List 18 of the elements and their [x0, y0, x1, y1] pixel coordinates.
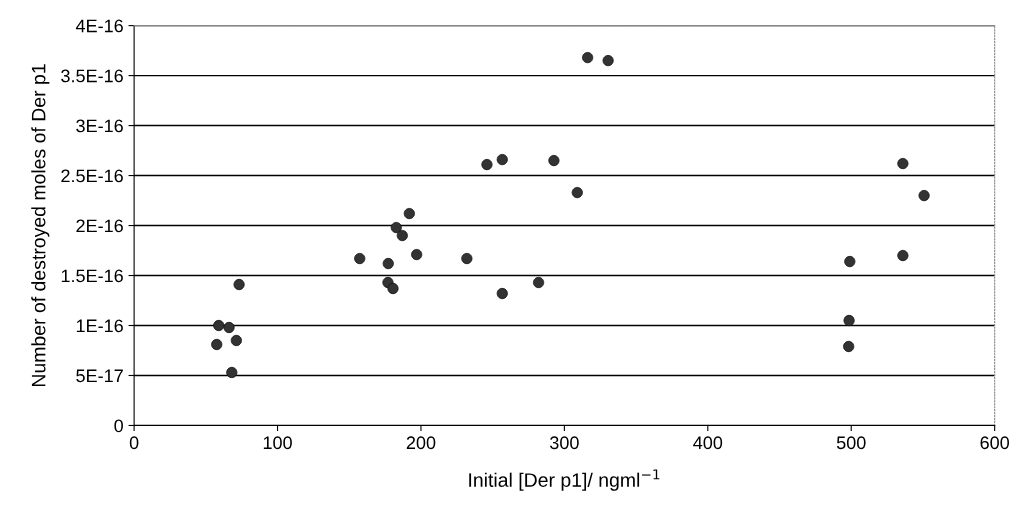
y-axis-title: Number of destroyed moles of Der p1 [31, 64, 50, 387]
y-tick-label: 3.5E-16 [61, 69, 123, 83]
y-tick-label: 3E-16 [76, 119, 123, 133]
x-tick-label: 300 [550, 436, 579, 450]
x-tick-label: 500 [836, 436, 866, 450]
x-tick-label: 600 [980, 436, 1010, 450]
y-tick-label: 5E-17 [76, 369, 123, 383]
y-tick-label: 2E-16 [76, 219, 123, 233]
x-tick-label: 0 [129, 436, 139, 450]
y-tick-label: 1.5E-16 [61, 269, 123, 283]
x-axis-title: Initial [Der p1]/ ngml$^{−1}$ [469, 469, 660, 491]
x-tick-label: 200 [406, 436, 436, 450]
y-tick-label: 2.5E-16 [61, 169, 123, 183]
y-tick-label: 4E-16 [75, 19, 123, 33]
x-tick-label: 100 [263, 436, 292, 450]
y-tick-label: 1E-16 [76, 319, 123, 333]
x-tick-label: 400 [693, 436, 723, 450]
y-tick-label: 0 [114, 419, 123, 433]
